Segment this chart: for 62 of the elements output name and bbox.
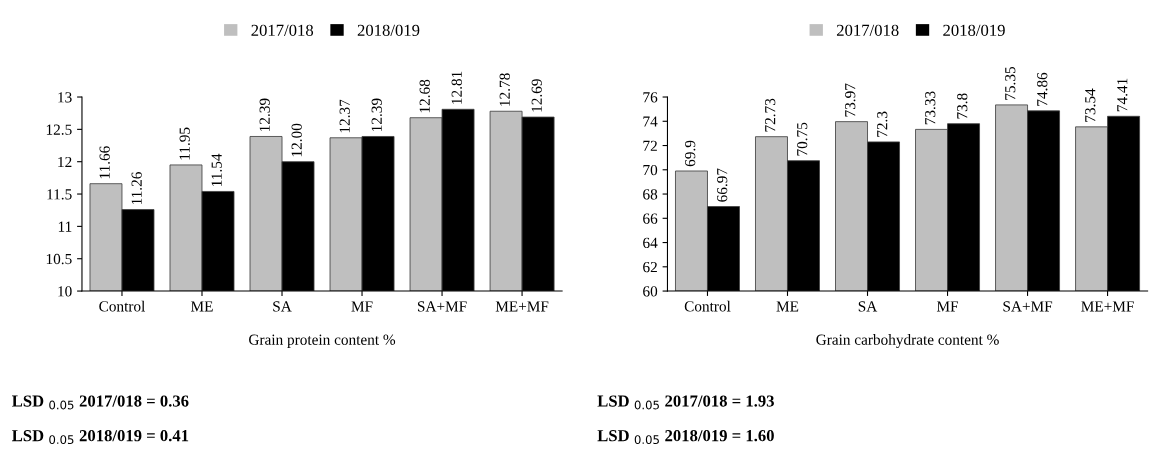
x-tick-label: ME xyxy=(190,301,213,312)
data-label: 11.54 xyxy=(211,153,222,186)
data-label: 72.73 xyxy=(765,98,776,132)
x-tick-label: SA+MF xyxy=(1003,301,1053,312)
x-tick-label: Control xyxy=(99,300,146,312)
data-label: 12.39 xyxy=(371,98,382,131)
text: LSD $_{0.05}$ 2017/018 = 0.36 xyxy=(11,395,189,410)
y-tick-label: 12.5 xyxy=(46,124,72,135)
data-label: 73.54 xyxy=(1085,88,1096,122)
data-label: 66.97 xyxy=(717,168,728,202)
x-tick-label: ME xyxy=(776,301,799,312)
text: LSD $_{0.05}$ 2018/019 = 0.41 xyxy=(11,430,189,445)
data-label: 73.8 xyxy=(957,93,968,119)
x-axis-title: Grain carbohydrate content % xyxy=(816,334,999,348)
legend-label: 2017/018 xyxy=(836,24,899,36)
text: LSD $_{0.05}$ 2017/018 = 1.93 xyxy=(597,395,774,410)
data-label: 74.86 xyxy=(1037,72,1048,106)
data-label: 12.39 xyxy=(259,98,270,131)
y-tick-label: 76 xyxy=(643,92,658,103)
legend-label: 2018/019 xyxy=(943,24,1005,36)
y-tick-label: 66 xyxy=(643,213,658,224)
data-label: 12.81 xyxy=(451,71,462,104)
x-tick-label: SA xyxy=(858,301,878,312)
x-tick-label: MF xyxy=(351,301,373,312)
y-tick-label: 10 xyxy=(58,286,72,297)
y-tick-label: 68 xyxy=(643,189,658,200)
y-tick-label: 11.5 xyxy=(47,189,72,200)
data-label: 74.41 xyxy=(1117,78,1128,112)
x-tick-label: MF xyxy=(936,301,959,312)
y-tick-label: 11 xyxy=(58,221,72,232)
data-label: 12.69 xyxy=(531,79,542,112)
data-label: 12.00 xyxy=(291,123,302,157)
y-tick-label: 60 xyxy=(643,286,658,297)
x-axis-title: Grain protein content % xyxy=(249,334,396,348)
data-label: 11.95 xyxy=(179,127,190,160)
y-tick-label: 10.5 xyxy=(46,253,72,265)
x-tick-label: SA xyxy=(273,301,292,312)
y-tick-label: 70 xyxy=(643,164,658,176)
data-label: 73.97 xyxy=(845,83,856,117)
y-tick-label: 12 xyxy=(58,156,72,167)
y-tick-label: 13 xyxy=(58,92,72,103)
data-label: 75.35 xyxy=(1005,66,1016,100)
data-label: 73.33 xyxy=(925,91,936,125)
data-label: 69.9 xyxy=(685,140,696,167)
legend-label: 2018/019 xyxy=(357,24,420,36)
x-tick-label: Control xyxy=(684,300,731,312)
data-label: 11.26 xyxy=(131,172,142,205)
legend-label: 2017/018 xyxy=(251,24,314,36)
x-tick-label: ME+MF xyxy=(495,301,549,312)
data-label: 11.66 xyxy=(99,146,110,179)
data-label: 72.3 xyxy=(877,111,888,137)
text: LSD $_{0.05}$ 2018/019 = 1.60 xyxy=(597,430,774,445)
x-tick-label: ME+MF xyxy=(1081,301,1134,312)
y-tick-label: 72 xyxy=(643,140,657,151)
y-tick-label: 74 xyxy=(643,116,658,127)
y-tick-label: 64 xyxy=(643,237,658,248)
data-label: 12.37 xyxy=(339,99,350,133)
x-tick-label: SA+MF xyxy=(417,301,467,312)
y-tick-label: 62 xyxy=(643,261,657,273)
data-label: 12.68 xyxy=(419,79,430,113)
data-label: 70.75 xyxy=(797,122,808,156)
data-label: 12.78 xyxy=(499,73,510,106)
